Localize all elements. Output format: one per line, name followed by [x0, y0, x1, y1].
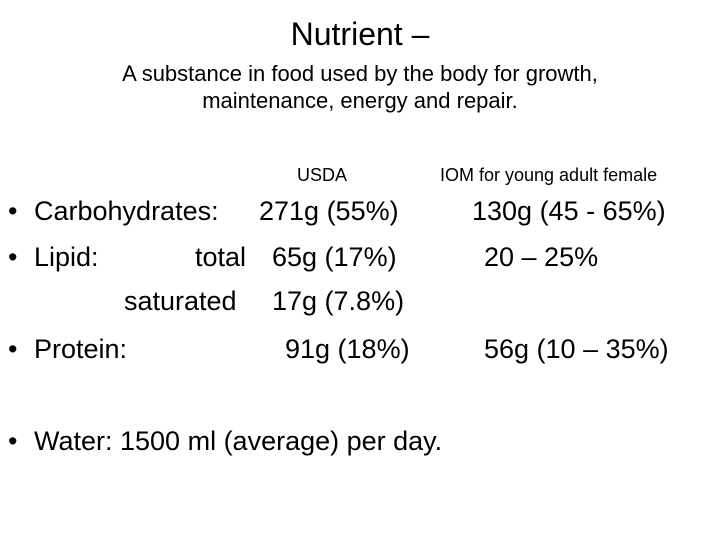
water-row: • Water: 1500 ml (average) per day. [0, 421, 720, 461]
lipid-iom-value: 20 – 25% [484, 242, 599, 272]
iom-column-header: IOM for young adult female [440, 165, 658, 185]
water-text: Water: 1500 ml (average) per day. [34, 426, 443, 456]
lipid-usda-value: 65g (17%) [272, 242, 397, 272]
carbohydrates-label: Carbohydrates: [34, 196, 219, 226]
bullet: • [8, 334, 18, 364]
protein-label: Protein: [34, 334, 128, 364]
bullet: • [8, 242, 18, 272]
protein-row: • Protein: 91g (18%) 56g (10 – 35%) [0, 329, 720, 369]
bullet: • [8, 196, 18, 226]
lipid-label: Lipid: [34, 242, 99, 272]
saturated-row: saturated 17g (7.8%) [0, 281, 720, 321]
slide-subtitle: A substance in food used by the body for… [122, 61, 598, 113]
lipid-total-label: total [195, 242, 247, 272]
carbohydrates-row: • Carbohydrates: 271g (55%) 130g (45 - 6… [0, 191, 720, 231]
slide-title: Nutrient – [290, 16, 430, 52]
carbohydrates-iom-value: 130g (45 - 65%) [472, 196, 666, 226]
lipid-row: • Lipid: total 65g (17%) 20 – 25% [0, 237, 720, 277]
saturated-usda-value: 17g (7.8%) [272, 286, 405, 316]
protein-iom-value: 56g (10 – 35%) [484, 334, 669, 364]
protein-usda-value: 91g (18%) [285, 334, 410, 364]
carbohydrates-usda-value: 271g (55%) [259, 196, 399, 226]
saturated-label: saturated [124, 286, 237, 316]
usda-column-header: USDA [297, 165, 348, 185]
bullet: • [8, 426, 18, 456]
